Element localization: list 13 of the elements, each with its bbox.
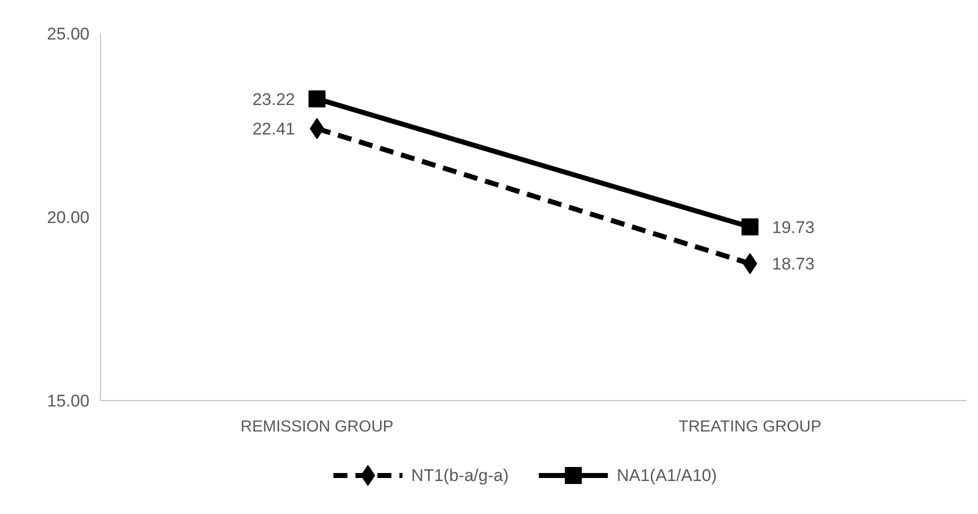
point (742, 218, 758, 236)
y-tick-label: 20.00 (46, 208, 90, 227)
legend-label: NT1(b-a/g-a) (411, 466, 509, 485)
x-tick-label: TREATING GROUP (678, 418, 822, 436)
data-label: 23.22 (252, 90, 296, 109)
data-label: 22.41 (252, 120, 296, 139)
data-label: 19.73 (772, 218, 815, 237)
x-tick-label: REMISSION GROUP (240, 418, 394, 436)
data-label: 18.73 (772, 254, 815, 274)
point (308, 90, 326, 108)
y-tick-label: 15.00 (46, 392, 90, 410)
legend-label: NA1(A1/A10) (616, 466, 717, 485)
y-tick-label: 25.00 (46, 24, 90, 44)
